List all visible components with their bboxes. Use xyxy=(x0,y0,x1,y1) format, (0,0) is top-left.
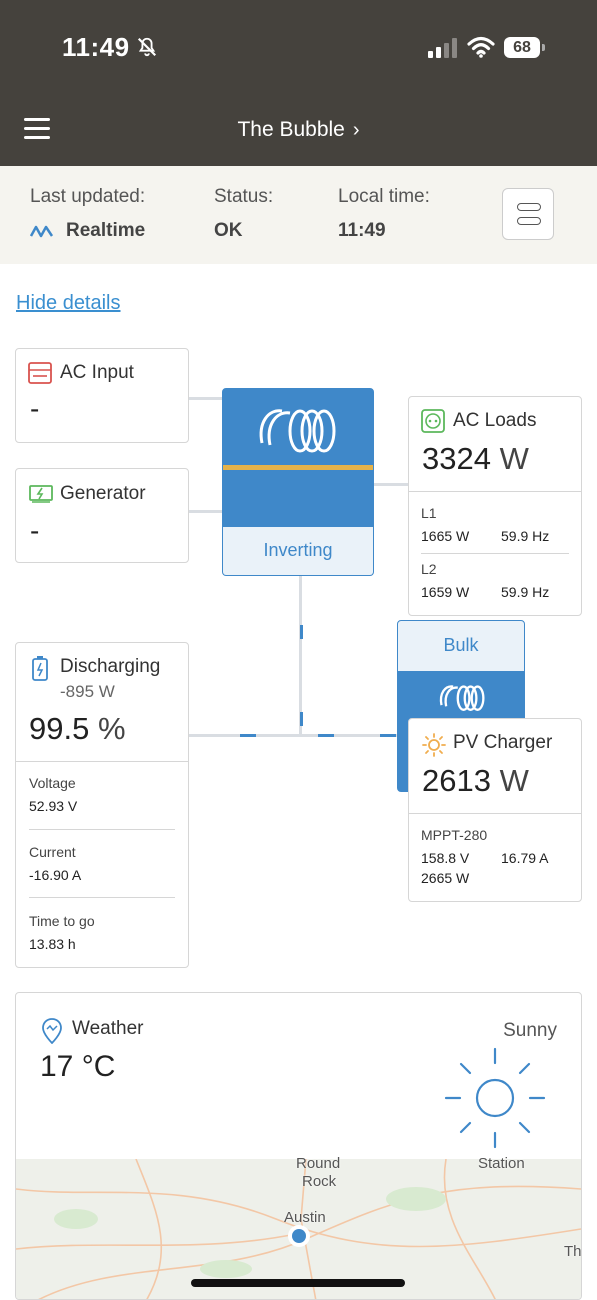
local-time-label: Local time: xyxy=(338,186,430,207)
sun-icon xyxy=(422,733,446,757)
location-pin-icon xyxy=(42,1018,62,1044)
ac-input-value: - xyxy=(30,393,40,424)
ac-loads-title: AC Loads xyxy=(453,410,537,431)
phase-label: L2 xyxy=(421,561,437,577)
app-header: 11:49 68 The Bubble › xyxy=(0,0,597,166)
toggle-icon xyxy=(517,203,541,211)
mppt-model: MPPT-280 xyxy=(421,827,488,843)
battery-icon xyxy=(32,656,48,681)
map-label: Station xyxy=(478,1155,525,1172)
map-roads xyxy=(16,1159,581,1299)
site-title-button[interactable]: The Bubble › xyxy=(0,118,597,142)
battery-soc: 99.5 % xyxy=(29,711,126,746)
pv-charger-card[interactable]: PV Charger 2613 W MPPT-280 158.8 V 16.79… xyxy=(408,718,582,902)
divider xyxy=(29,897,175,898)
connector-line xyxy=(188,734,410,737)
divider xyxy=(409,491,581,492)
generator-icon xyxy=(29,485,53,503)
map-label: Rock xyxy=(302,1173,337,1190)
map-label: Austin xyxy=(284,1209,326,1226)
weather-temperature: 17 °C xyxy=(40,1050,116,1083)
realtime-icon xyxy=(30,225,54,238)
ac-input-icon xyxy=(28,362,52,384)
flow-dot xyxy=(318,734,334,737)
status-time: 11:49 xyxy=(62,32,130,62)
phase-power: 1665 W xyxy=(421,528,470,544)
weather-condition: Sunny xyxy=(503,1020,557,1041)
outlet-icon xyxy=(421,409,445,433)
weather-card[interactable]: Weather 17 °C Sunny xyxy=(15,992,582,1300)
phase-frequency: 59.9 Hz xyxy=(501,584,550,600)
flow-dot xyxy=(300,625,303,639)
home-indicator xyxy=(191,1279,405,1287)
victron-logo-icon xyxy=(259,409,336,453)
inverter-stripe xyxy=(223,465,373,470)
inverter-block[interactable]: Inverting xyxy=(222,388,374,576)
voltage-label: Voltage xyxy=(29,775,76,791)
pv-charger-title: PV Charger xyxy=(453,732,553,753)
charger-state: Bulk xyxy=(398,621,524,671)
generator-value: - xyxy=(30,515,40,546)
generator-title: Generator xyxy=(60,483,146,504)
flow-dot xyxy=(300,712,303,726)
battery-title: Discharging xyxy=(60,656,161,677)
current-label: Current xyxy=(29,844,76,860)
chevron-right-icon: › xyxy=(352,119,360,141)
pv-voltage: 158.8 V xyxy=(421,850,470,866)
connector-line xyxy=(299,576,302,736)
flow-dot xyxy=(240,734,256,737)
wifi-icon xyxy=(467,36,495,58)
divider xyxy=(29,829,175,830)
pv-charger-value: 2613 W xyxy=(422,763,529,798)
pv-power: 2665 W xyxy=(421,870,470,886)
divider xyxy=(16,761,188,762)
inverter-state: Inverting xyxy=(223,527,373,575)
battery-power: -895 W xyxy=(60,682,115,701)
connector-line xyxy=(374,483,410,486)
ac-input-card[interactable]: AC Input - xyxy=(15,348,189,443)
ac-input-title: AC Input xyxy=(60,362,134,383)
current-value: -16.90 A xyxy=(29,867,82,883)
time-to-go-value: 13.83 h xyxy=(29,936,76,952)
cellular-signal-icon xyxy=(428,38,457,58)
phase-power: 1659 W xyxy=(421,584,470,600)
voltage-value: 52.93 V xyxy=(29,798,78,814)
connector-line xyxy=(188,397,222,400)
sunny-icon xyxy=(444,1047,546,1149)
pv-current: 16.79 A xyxy=(501,850,549,866)
connector-line xyxy=(188,510,222,513)
ac-loads-value: 3324 W xyxy=(422,441,529,476)
victron-logo-icon xyxy=(439,685,485,711)
map-label: Round xyxy=(296,1155,341,1172)
last-updated-label: Last updated: xyxy=(30,186,146,207)
phase-frequency: 59.9 Hz xyxy=(501,528,550,544)
hide-details-link[interactable]: Hide details xyxy=(16,292,121,314)
weather-title: Weather xyxy=(72,1018,144,1039)
hamburger-menu-button[interactable] xyxy=(24,118,50,140)
generator-card[interactable]: Generator - xyxy=(15,468,189,563)
flow-dot xyxy=(380,734,396,737)
battery-indicator: 68 xyxy=(504,37,545,58)
site-title: The Bubble xyxy=(237,118,345,141)
divider xyxy=(421,553,569,554)
local-time-value: 11:49 xyxy=(338,220,386,241)
map-label: Th xyxy=(564,1243,582,1260)
weather-map[interactable]: Round Rock Austin Station Th xyxy=(16,1155,582,1299)
status-label: Status: xyxy=(214,186,274,207)
view-toggle-button[interactable] xyxy=(502,188,554,240)
battery-card[interactable]: Discharging -895 W 99.5 % Voltage 52.93 … xyxy=(15,642,189,968)
ac-loads-card[interactable]: AC Loads 3324 W L1 1665 W 59.9 Hz L2 165… xyxy=(408,396,582,616)
status-value: OK xyxy=(214,220,243,241)
divider xyxy=(409,813,581,814)
phase-label: L1 xyxy=(421,505,437,521)
bell-off-icon xyxy=(137,37,157,57)
time-to-go-label: Time to go xyxy=(29,913,95,929)
last-updated-value: Realtime xyxy=(66,220,146,241)
info-strip: Last updated: Realtime Status: OK Local … xyxy=(0,166,597,264)
